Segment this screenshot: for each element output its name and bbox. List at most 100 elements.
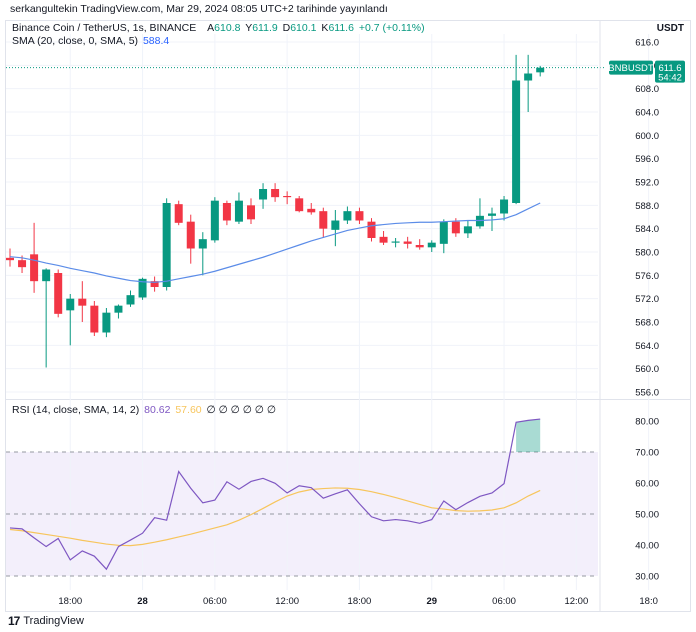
candle-body[interactable] bbox=[18, 260, 27, 268]
y-tick-label: 576.0 bbox=[635, 271, 659, 282]
x-tick-label: 18:00 bbox=[348, 596, 372, 607]
candle-body[interactable] bbox=[512, 80, 521, 204]
candle-body[interactable] bbox=[222, 203, 231, 221]
candle-body[interactable] bbox=[439, 221, 448, 244]
x-tick-label: 18:00 bbox=[58, 596, 82, 607]
currency-label[interactable]: USDT bbox=[656, 23, 684, 34]
rsi-tick-label: 50.00 bbox=[635, 510, 659, 521]
sma-legend[interactable]: SMA (20, close, 0, SMA, 5) 588.4 bbox=[12, 35, 171, 47]
pane-separator[interactable] bbox=[5, 399, 691, 400]
x-tick-label: 28 bbox=[137, 596, 148, 607]
rsi-overbought-fill bbox=[516, 419, 541, 452]
candle-body[interactable] bbox=[150, 281, 159, 287]
rsi-sma-line[interactable] bbox=[9, 487, 541, 547]
candle-body[interactable] bbox=[295, 198, 304, 212]
candle-body[interactable] bbox=[198, 239, 207, 249]
candle-body[interactable] bbox=[367, 221, 376, 238]
candle-body[interactable] bbox=[126, 295, 135, 305]
sma-value: 588.4 bbox=[142, 35, 170, 47]
change-value: +0.7 (+0.11%) bbox=[358, 22, 425, 34]
candle-body[interactable] bbox=[247, 205, 255, 220]
y-tick-label: 572.0 bbox=[635, 294, 659, 305]
candle-body[interactable] bbox=[463, 226, 472, 234]
price-badge-value: 611.6 bbox=[658, 63, 681, 74]
rsi-tick-label: 40.00 bbox=[635, 541, 659, 552]
candle-body[interactable] bbox=[66, 298, 75, 311]
candle-body[interactable] bbox=[343, 211, 352, 221]
candle-body[interactable] bbox=[234, 200, 243, 222]
close-value: 611.6 bbox=[328, 22, 354, 34]
candle-body[interactable] bbox=[78, 298, 87, 306]
chart-frame bbox=[5, 20, 691, 612]
candle-body[interactable] bbox=[6, 257, 14, 261]
candle-body[interactable] bbox=[162, 203, 171, 287]
price-badge-countdown: 54:42 bbox=[658, 73, 682, 84]
candle-body[interactable] bbox=[114, 305, 123, 313]
rsi-label: RSI (14, close, SMA, 14, 2) bbox=[12, 404, 140, 416]
candle-body[interactable] bbox=[138, 278, 147, 298]
symbol-badge-text: BNBUSDT bbox=[608, 63, 654, 74]
low-value: 610.1 bbox=[290, 22, 317, 34]
candle-body[interactable] bbox=[331, 220, 340, 230]
symbol-title[interactable]: Binance Coin / TetherUS, 1s, BINANCE bbox=[12, 22, 197, 34]
candle-body[interactable] bbox=[524, 73, 533, 81]
high-label: Y bbox=[245, 22, 253, 34]
rsi-placeholders: ∅ ∅ ∅ ∅ ∅ ∅ bbox=[206, 404, 277, 416]
rsi-tick-label: 80.00 bbox=[635, 417, 659, 428]
price-badge[interactable] bbox=[655, 60, 685, 83]
y-tick-label: 580.0 bbox=[635, 248, 659, 259]
candle-body[interactable] bbox=[42, 269, 51, 282]
candle-body[interactable] bbox=[186, 221, 195, 249]
rsi-line[interactable] bbox=[9, 418, 541, 571]
rsi-value: 80.62 bbox=[144, 404, 171, 416]
y-tick-label: 616.0 bbox=[635, 38, 659, 49]
rsi-legend[interactable]: RSI (14, close, SMA, 14, 2) 80.62 57.60 … bbox=[12, 404, 278, 416]
close-label: K bbox=[321, 22, 329, 34]
candle-body[interactable] bbox=[307, 208, 316, 213]
candle-body[interactable] bbox=[210, 200, 219, 241]
candle-body[interactable] bbox=[283, 196, 292, 198]
low-label: D bbox=[282, 22, 291, 34]
y-tick-label: 592.0 bbox=[635, 178, 659, 189]
price-legend: Binance Coin / TetherUS, 1s, BINANCE A 61… bbox=[12, 22, 427, 34]
candle-body[interactable] bbox=[451, 221, 460, 234]
candle-body[interactable] bbox=[259, 189, 268, 200]
candle-body[interactable] bbox=[415, 245, 424, 248]
x-tick-label: 12:00 bbox=[275, 596, 299, 607]
y-tick-label: 560.0 bbox=[635, 364, 659, 375]
candle-body[interactable] bbox=[102, 312, 111, 333]
open-label: A bbox=[207, 22, 215, 34]
candle-body[interactable] bbox=[319, 211, 328, 229]
candle-body[interactable] bbox=[500, 199, 509, 214]
x-tick-label: 12:00 bbox=[564, 596, 588, 607]
y-tick-label: 588.0 bbox=[635, 201, 659, 212]
y-tick-label: 556.0 bbox=[635, 388, 659, 399]
candle-body[interactable] bbox=[536, 67, 545, 73]
candle-body[interactable] bbox=[391, 241, 400, 243]
x-tick-label: 29 bbox=[426, 596, 437, 607]
candle-body[interactable] bbox=[30, 254, 39, 282]
candle-body[interactable] bbox=[488, 213, 496, 216]
candle-body[interactable] bbox=[355, 211, 364, 221]
y-tick-label: 584.0 bbox=[635, 224, 659, 235]
footer: 17 TradingView bbox=[8, 614, 84, 628]
y-tick-label: 600.0 bbox=[635, 131, 659, 142]
candle-body[interactable] bbox=[271, 189, 280, 198]
candle-body[interactable] bbox=[427, 242, 436, 248]
x-tick-label: 18:0 bbox=[639, 596, 658, 607]
candle-body[interactable] bbox=[379, 236, 388, 243]
footer-brand: TradingView bbox=[23, 615, 84, 627]
y-tick-label: 604.0 bbox=[635, 108, 659, 119]
sma-line[interactable] bbox=[9, 202, 541, 283]
symbol-badge[interactable] bbox=[609, 60, 653, 75]
y-tick-label: 568.0 bbox=[635, 318, 659, 329]
sma-label: SMA (20, close, 0, SMA, 5) bbox=[12, 35, 139, 47]
candle-body[interactable] bbox=[90, 305, 99, 333]
candle-body[interactable] bbox=[403, 241, 412, 244]
rsi-tick-label: 60.00 bbox=[635, 479, 659, 490]
candle-body[interactable] bbox=[174, 204, 183, 223]
publish-header: serkangultekin TradingView.com, Mar 29, … bbox=[10, 3, 388, 15]
candle-body[interactable] bbox=[54, 273, 63, 314]
